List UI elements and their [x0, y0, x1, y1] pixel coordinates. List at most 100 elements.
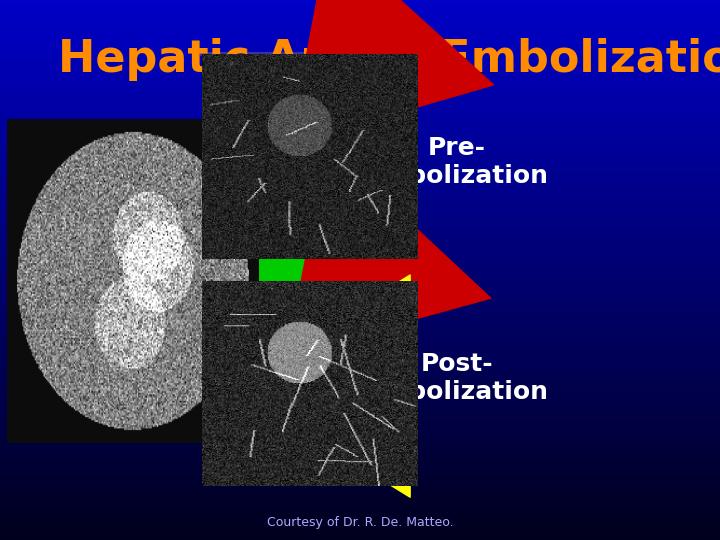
Bar	[0, 151, 720, 157]
Bar	[0, 108, 720, 113]
Bar	[0, 459, 720, 464]
Bar	[0, 205, 720, 211]
Bar	[0, 302, 720, 308]
Bar	[0, 22, 720, 27]
Bar	[0, 389, 720, 394]
Bar	[0, 524, 720, 529]
Bar	[0, 162, 720, 167]
Bar	[0, 238, 720, 243]
Bar	[0, 232, 720, 238]
Bar	[0, 81, 720, 86]
Bar	[0, 200, 720, 205]
Bar	[0, 281, 720, 286]
Bar	[0, 324, 720, 329]
Bar	[0, 351, 720, 356]
Bar	[0, 427, 720, 432]
Bar	[0, 502, 720, 508]
Bar	[0, 416, 720, 421]
Bar	[0, 54, 720, 59]
Bar	[0, 173, 720, 178]
Bar	[0, 178, 720, 184]
Bar	[0, 65, 720, 70]
Bar	[0, 335, 720, 340]
Bar	[0, 119, 720, 124]
Bar	[0, 448, 720, 454]
Bar	[0, 319, 720, 324]
Bar	[0, 464, 720, 470]
Bar	[0, 254, 720, 259]
Bar	[0, 443, 720, 448]
Bar	[0, 243, 720, 248]
Bar	[0, 32, 720, 38]
Text: Post-
embolization: Post- embolization	[366, 352, 549, 404]
Bar	[0, 103, 720, 108]
Bar	[0, 356, 720, 362]
Bar	[0, 346, 720, 351]
Bar	[0, 529, 720, 535]
Bar	[0, 491, 720, 497]
Bar	[0, 513, 720, 518]
Bar	[0, 227, 720, 232]
Bar	[0, 59, 720, 65]
Bar	[0, 535, 720, 540]
Bar	[0, 92, 720, 97]
Bar	[0, 265, 720, 270]
Bar	[0, 275, 720, 281]
Bar	[0, 0, 720, 5]
Bar	[0, 481, 720, 486]
Text: Courtesy of Dr. R. De. Matteo.: Courtesy of Dr. R. De. Matteo.	[266, 516, 454, 529]
Bar	[0, 86, 720, 92]
Bar	[0, 297, 720, 302]
Bar	[0, 400, 720, 405]
Bar	[0, 130, 720, 135]
Bar	[0, 113, 720, 119]
Bar	[0, 497, 720, 502]
Bar	[0, 189, 720, 194]
Text: Pre-
embolization: Pre- embolization	[366, 136, 549, 188]
Bar	[0, 437, 720, 443]
Bar	[0, 313, 720, 319]
Bar	[0, 221, 720, 227]
Bar	[0, 49, 720, 54]
Bar	[0, 97, 720, 103]
Bar	[0, 432, 720, 437]
Bar	[0, 184, 720, 189]
Bar	[0, 475, 720, 481]
Bar	[0, 286, 720, 292]
Bar	[0, 421, 720, 427]
Bar	[0, 27, 720, 32]
Bar	[0, 211, 720, 216]
Bar	[0, 76, 720, 81]
Bar	[0, 329, 720, 335]
Bar	[0, 470, 720, 475]
Bar	[0, 16, 720, 22]
Bar	[0, 394, 720, 400]
Bar	[0, 248, 720, 254]
Text: Hepatic Artery Embolization: Hepatic Artery Embolization	[58, 38, 720, 81]
Bar	[0, 135, 720, 140]
Bar	[0, 362, 720, 367]
Bar	[0, 11, 720, 16]
Bar	[0, 405, 720, 410]
Bar	[0, 38, 720, 43]
Bar	[0, 216, 720, 221]
Bar	[0, 383, 720, 389]
Bar	[0, 486, 720, 491]
Bar	[0, 410, 720, 416]
Bar	[0, 167, 720, 173]
Bar	[0, 146, 720, 151]
Bar	[0, 270, 720, 275]
Bar	[0, 367, 720, 373]
Bar	[0, 508, 720, 513]
Bar	[0, 373, 720, 378]
Bar	[0, 5, 720, 11]
Bar	[0, 454, 720, 459]
Bar	[0, 259, 720, 265]
Bar	[0, 518, 720, 524]
Bar	[0, 157, 720, 162]
Bar	[0, 292, 720, 297]
Bar	[0, 378, 720, 383]
Bar	[0, 70, 720, 76]
Bar	[0, 308, 720, 313]
Bar	[0, 43, 720, 49]
